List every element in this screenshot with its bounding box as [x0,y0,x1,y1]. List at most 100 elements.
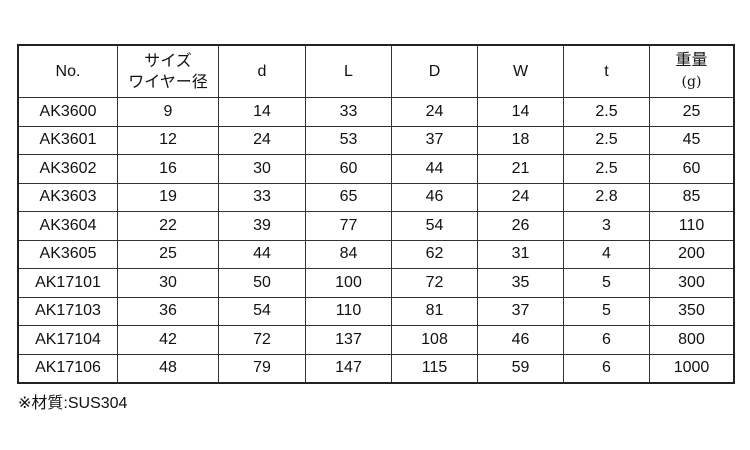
table-row: AK17103 36 54 110 81 37 5 350 [17,296,735,326]
table-cell: 54 [218,296,306,326]
table-cell: 2.5 [563,154,650,184]
table-cell: 5 [563,296,650,326]
header-size-line2: ワイヤー径 [128,73,208,91]
table-cell: 1000 [649,353,735,384]
table-cell: 79 [218,353,306,384]
table-cell: 36 [117,296,219,326]
table-cell: 62 [391,239,478,269]
table-cell: 72 [391,268,478,298]
spec-table: No. サイズ ワイヤー径 d L D W t 重量 (g) AK3600 9 14 33… [17,44,735,384]
table-cell: 4 [563,239,650,269]
table-cell: 46 [477,325,564,355]
header-W: W [477,44,564,98]
table-cell: AK3605 [17,239,118,269]
table-cell: 45 [649,125,735,155]
table-cell: 108 [391,325,478,355]
table-cell: 25 [649,97,735,127]
table-cell: 60 [305,154,392,184]
table-cell: 110 [649,211,735,241]
table-cell: 14 [477,97,564,127]
table-cell: 50 [218,268,306,298]
table-row: AK3604 22 39 77 54 26 3 110 [17,211,735,241]
header-size: サイズ ワイヤー径 [117,44,219,98]
table-cell: 30 [117,268,219,298]
table-cell: 42 [117,325,219,355]
table-cell: 21 [477,154,564,184]
table-row: AK3605 25 44 84 62 31 4 200 [17,239,735,269]
table-cell: 35 [477,268,564,298]
table-cell: 350 [649,296,735,326]
table-cell: 25 [117,239,219,269]
table-cell: 12 [117,125,219,155]
header-t: t [563,44,650,98]
table-row: AK3603 19 33 65 46 24 2.8 85 [17,182,735,212]
header-weight-line2: (g) [681,74,702,90]
table-cell: 24 [477,182,564,212]
table-row: AK3602 16 30 60 44 21 2.5 60 [17,154,735,184]
table-cell: AK17103 [17,296,118,326]
table-cell: AK3600 [17,97,118,127]
table-cell: AK17104 [17,325,118,355]
table-cell: 33 [218,182,306,212]
table-cell: 2.5 [563,125,650,155]
table-cell: 81 [391,296,478,326]
table-cell: 44 [391,154,478,184]
table-cell: 24 [391,97,478,127]
table-cell: 60 [649,154,735,184]
table-cell: 22 [117,211,219,241]
table-cell: 18 [477,125,564,155]
table-cell: 39 [218,211,306,241]
header-no: No. [17,44,118,98]
table-row: AK3601 12 24 53 37 18 2.5 45 [17,125,735,155]
table-cell: 37 [391,125,478,155]
table-cell: 3 [563,211,650,241]
table-cell: 85 [649,182,735,212]
table-cell: 24 [218,125,306,155]
table-cell: 72 [218,325,306,355]
table-cell: 37 [477,296,564,326]
table-cell: 53 [305,125,392,155]
table-cell: 31 [477,239,564,269]
table-cell: 44 [218,239,306,269]
table-cell: 6 [563,353,650,384]
header-weight: 重量 (g) [649,44,735,98]
table-cell: AK3601 [17,125,118,155]
table-cell: 300 [649,268,735,298]
table-cell: AK17101 [17,268,118,298]
table-cell: 48 [117,353,219,384]
table-cell: 110 [305,296,392,326]
material-note: ※材質:SUS304 [18,395,128,412]
table-cell: 84 [305,239,392,269]
header-d: d [218,44,306,98]
table-cell: AK3604 [17,211,118,241]
table-row: AK3600 9 14 33 24 14 2.5 25 [17,97,735,127]
table-cell: 100 [305,268,392,298]
table-cell: 147 [305,353,392,384]
table-cell: 30 [218,154,306,184]
table-cell: AK3603 [17,182,118,212]
header-weight-line1: 重量 [675,52,708,69]
table-cell: 33 [305,97,392,127]
table-cell: 6 [563,325,650,355]
table-cell: 26 [477,211,564,241]
header-size-line1: サイズ [144,52,192,70]
table-cell: 115 [391,353,478,384]
table-cell: 65 [305,182,392,212]
table-cell: 2.8 [563,182,650,212]
table-cell: 9 [117,97,219,127]
table-cell: AK17106 [17,353,118,384]
table-row: AK17101 30 50 100 72 35 5 300 [17,268,735,298]
table-cell: 2.5 [563,97,650,127]
table-cell: 16 [117,154,219,184]
table-cell: 800 [649,325,735,355]
table-cell: 14 [218,97,306,127]
table-cell: 200 [649,239,735,269]
table-cell: 19 [117,182,219,212]
table-cell: 59 [477,353,564,384]
table-cell: AK3602 [17,154,118,184]
header-row: No. サイズ ワイヤー径 d L D W t 重量 (g) [17,44,735,98]
header-L: L [305,44,392,98]
table-cell: 137 [305,325,392,355]
table-cell: 5 [563,268,650,298]
table-row: AK17104 42 72 137 108 46 6 800 [17,325,735,355]
